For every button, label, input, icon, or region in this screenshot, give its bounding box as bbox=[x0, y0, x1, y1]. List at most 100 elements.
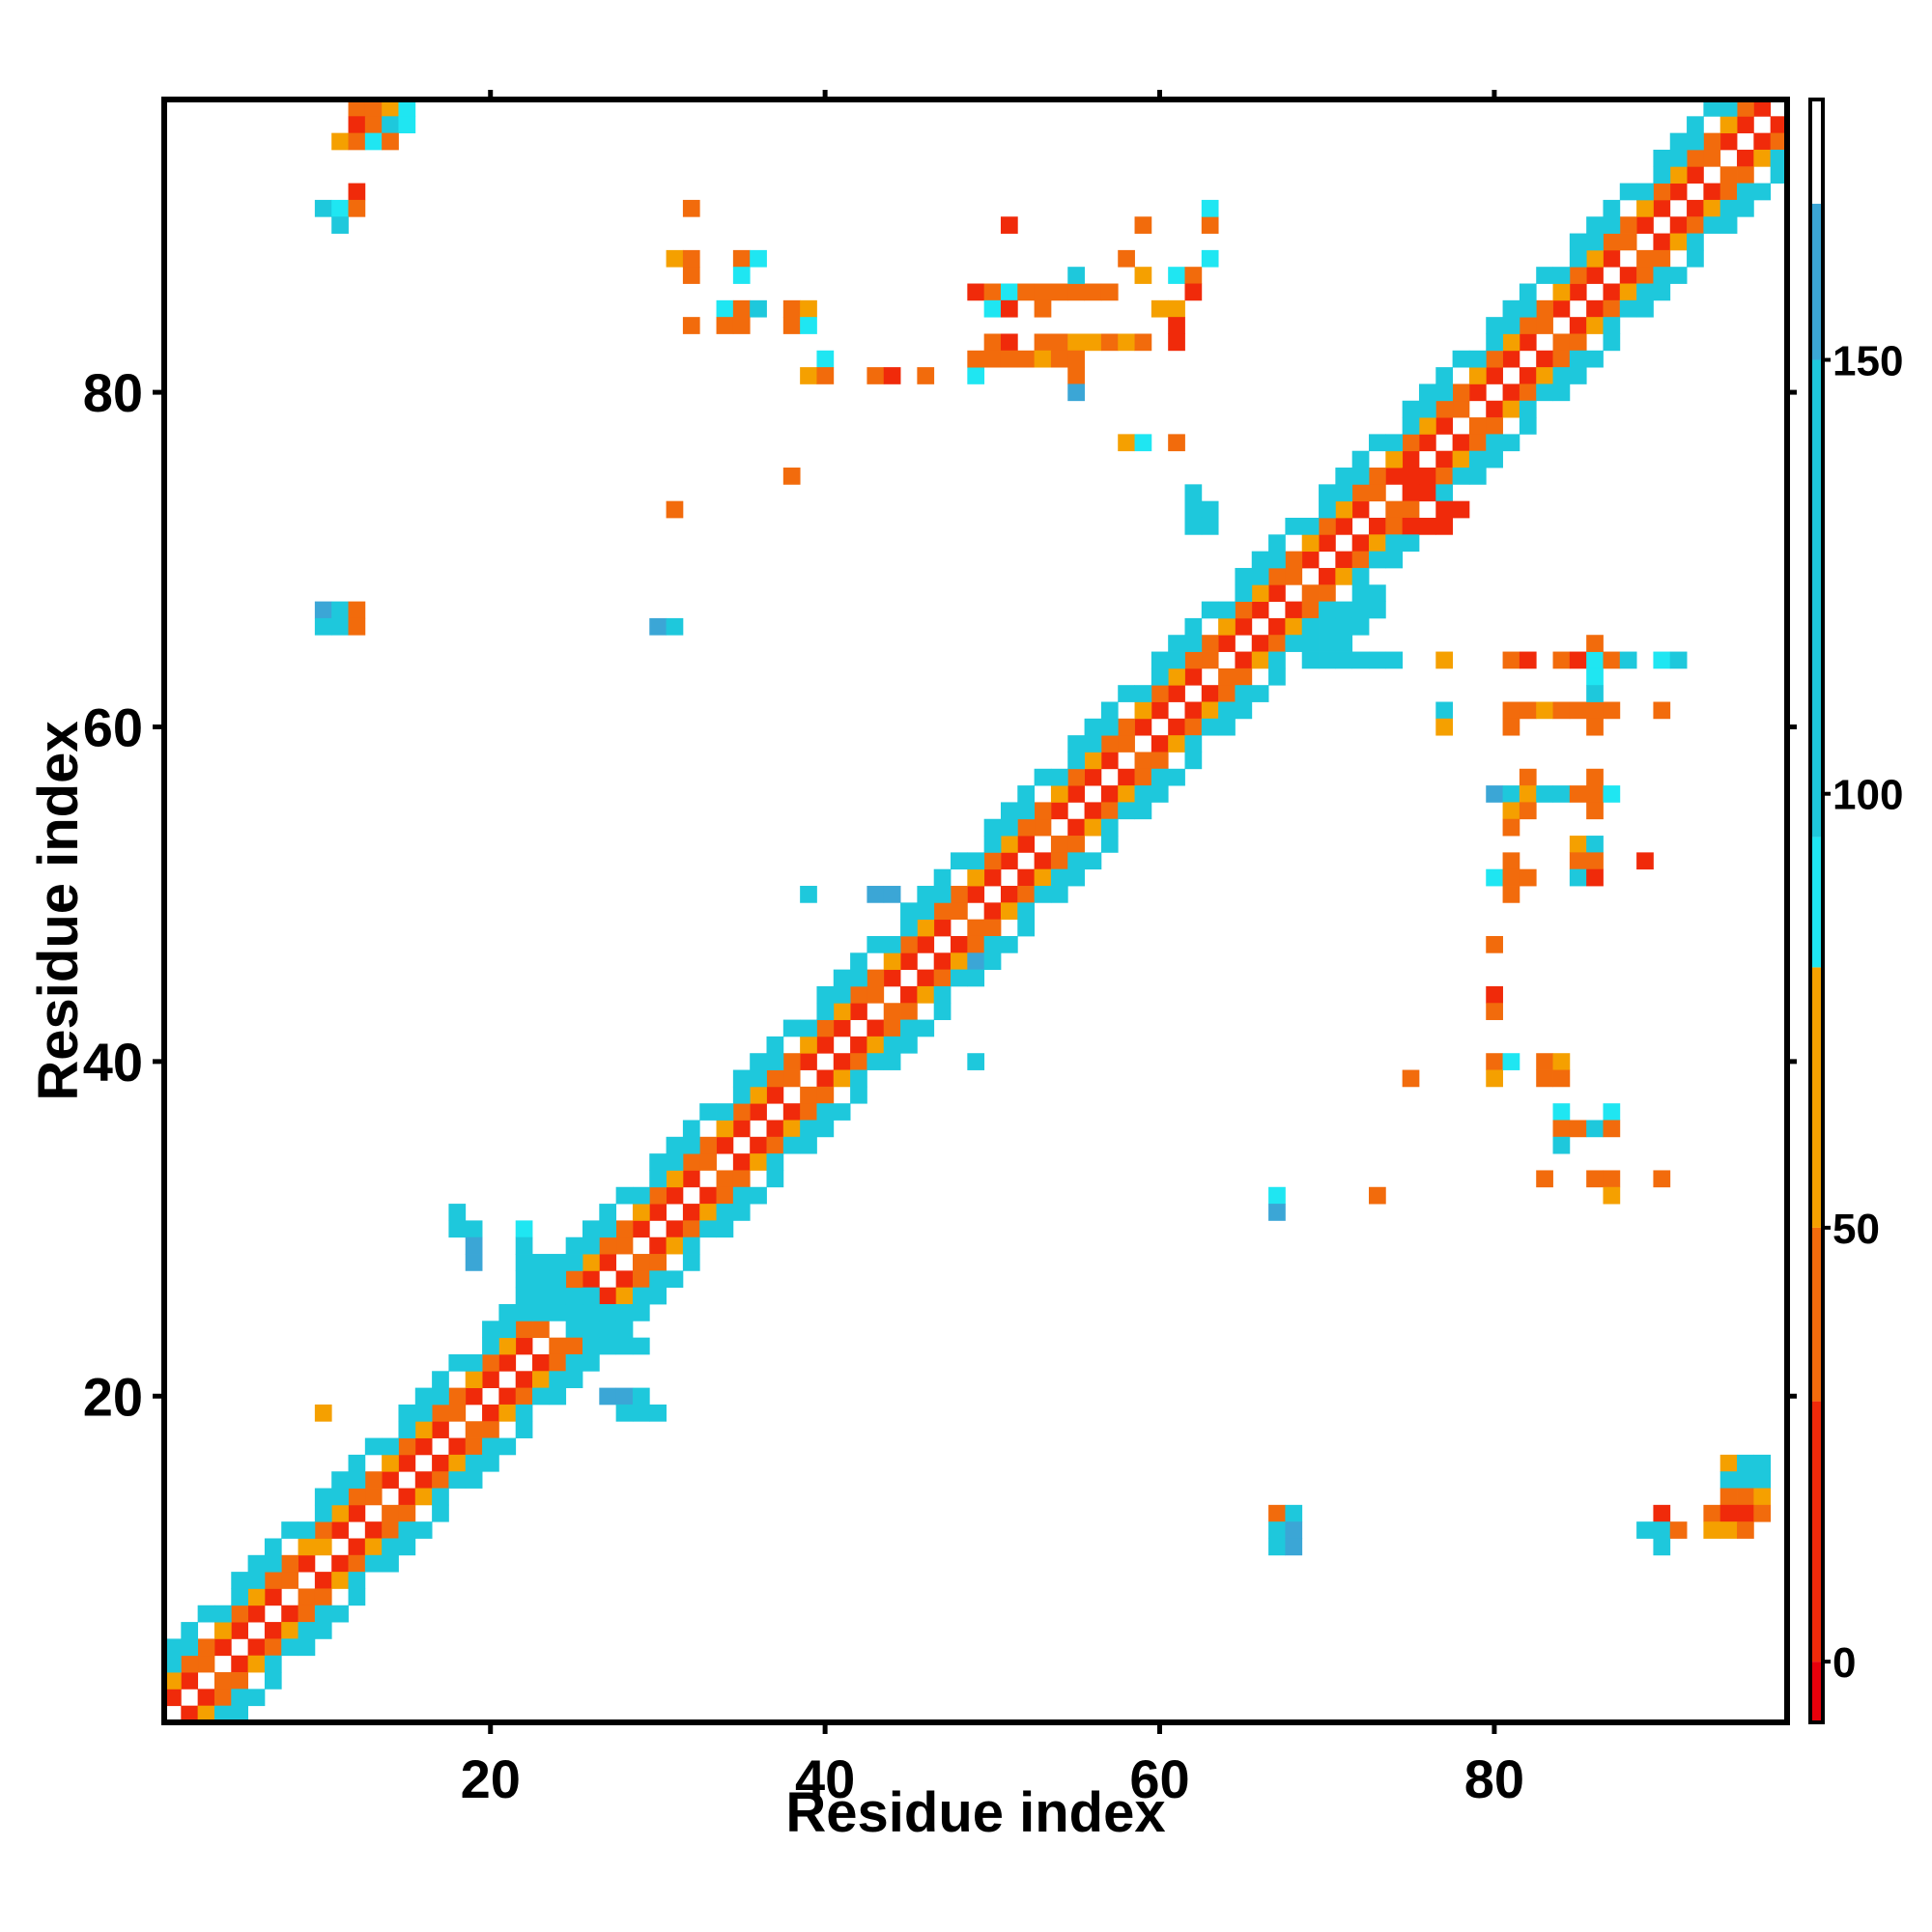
heatmap-cell bbox=[1502, 852, 1520, 870]
heatmap-cell bbox=[1552, 367, 1571, 384]
heatmap-cell bbox=[983, 283, 1002, 301]
heatmap-cell bbox=[498, 1304, 517, 1321]
heatmap-cell bbox=[331, 1488, 349, 1506]
heatmap-cell bbox=[1552, 1053, 1571, 1070]
heatmap-cell bbox=[1067, 350, 1085, 368]
heatmap-cell bbox=[1435, 484, 1454, 502]
heatmap-cell bbox=[164, 1672, 182, 1690]
heatmap-cell bbox=[1603, 1170, 1621, 1188]
heatmap-cell bbox=[933, 1003, 952, 1020]
heatmap-cell bbox=[181, 1705, 199, 1723]
heatmap-cell bbox=[967, 886, 985, 903]
heatmap-cell bbox=[1034, 868, 1052, 887]
heatmap-cell bbox=[1719, 1471, 1738, 1489]
heatmap-cell bbox=[231, 1605, 248, 1623]
heatmap-cell bbox=[1184, 283, 1203, 301]
heatmap-cell bbox=[1669, 267, 1688, 284]
heatmap-cell bbox=[833, 969, 851, 987]
heatmap-cell bbox=[348, 1504, 366, 1522]
heatmap-cell bbox=[281, 1554, 298, 1573]
heatmap-cell bbox=[967, 350, 985, 368]
colorbar-band bbox=[1810, 203, 1823, 360]
heatmap-cell bbox=[1402, 434, 1420, 452]
heatmap-cell bbox=[951, 902, 968, 921]
heatmap-cell bbox=[1603, 651, 1621, 669]
heatmap-cell bbox=[1569, 350, 1587, 368]
heatmap-cell bbox=[1452, 500, 1470, 519]
heatmap-cell bbox=[515, 1371, 533, 1389]
heatmap-cell bbox=[1118, 785, 1135, 803]
heatmap-cell bbox=[900, 919, 918, 937]
heatmap-cell bbox=[1586, 785, 1604, 803]
heatmap-cell bbox=[465, 1437, 483, 1456]
heatmap-cell bbox=[298, 1554, 316, 1573]
heatmap-cell bbox=[933, 985, 952, 1004]
heatmap-cell bbox=[298, 1538, 316, 1556]
heatmap-cell bbox=[732, 1086, 751, 1104]
heatmap-cell bbox=[1737, 1488, 1754, 1506]
heatmap-cell bbox=[1502, 1053, 1520, 1070]
heatmap-cell bbox=[1536, 317, 1553, 334]
heatmap-cell bbox=[482, 1353, 499, 1372]
heatmap-cell bbox=[1084, 718, 1102, 736]
heatmap-cell bbox=[231, 1588, 248, 1606]
axis-ticks: 20 40 60 80 20 40 60 80 bbox=[83, 90, 1797, 1809]
heatmap-cell bbox=[1319, 601, 1336, 619]
heatmap-cell bbox=[1017, 818, 1036, 837]
heatmap-cell bbox=[582, 1304, 600, 1321]
heatmap-cell bbox=[314, 1572, 332, 1589]
heatmap-cell bbox=[197, 1655, 215, 1673]
heatmap-cell bbox=[364, 116, 383, 134]
heatmap-cell bbox=[1737, 116, 1754, 134]
heatmap-cell bbox=[682, 249, 700, 268]
heatmap-cell bbox=[1268, 551, 1286, 569]
heatmap-cell bbox=[1184, 500, 1203, 519]
heatmap-cell bbox=[1017, 350, 1036, 368]
heatmap-cell bbox=[649, 1287, 667, 1305]
heatmap-cell bbox=[1452, 468, 1470, 485]
heatmap-cell bbox=[398, 1488, 416, 1506]
heatmap-cell bbox=[1486, 333, 1503, 352]
heatmap-cell bbox=[1435, 468, 1454, 485]
heatmap-cell bbox=[1050, 852, 1068, 870]
heatmap-cell bbox=[1687, 149, 1704, 167]
heatmap-cell bbox=[465, 1254, 483, 1271]
heatmap-cell bbox=[1519, 384, 1537, 402]
heatmap-cell bbox=[900, 902, 918, 921]
heatmap-cell bbox=[414, 1421, 433, 1438]
heatmap-cell bbox=[1586, 701, 1604, 720]
heatmap-cell bbox=[582, 1337, 600, 1355]
heatmap-cell bbox=[1268, 567, 1286, 585]
heatmap-cell bbox=[800, 1053, 817, 1070]
heatmap-cell bbox=[1268, 1204, 1286, 1221]
heatmap-cell bbox=[1486, 400, 1503, 418]
heatmap-cell bbox=[816, 1120, 835, 1138]
heatmap-cell bbox=[565, 1337, 583, 1355]
heatmap-cells bbox=[164, 99, 1788, 1723]
heatmap-cell bbox=[1118, 718, 1135, 736]
heatmap-cell bbox=[716, 1220, 734, 1238]
heatmap-cell bbox=[666, 1186, 684, 1205]
heatmap-cell bbox=[298, 1605, 316, 1623]
heatmap-cell bbox=[682, 1204, 700, 1221]
heatmap-cell bbox=[967, 952, 985, 971]
heatmap-cell bbox=[1468, 468, 1487, 485]
heatmap-cell bbox=[917, 1019, 935, 1037]
heatmap-cell bbox=[1653, 199, 1671, 217]
heatmap-cell bbox=[314, 199, 332, 217]
heatmap-cell bbox=[1268, 1521, 1286, 1539]
heatmap-cell bbox=[1201, 500, 1219, 519]
heatmap-cell bbox=[816, 1003, 835, 1020]
heatmap-cell bbox=[348, 116, 366, 134]
heatmap-cell bbox=[1753, 1488, 1772, 1506]
heatmap-cell bbox=[1687, 199, 1704, 217]
heatmap-cell bbox=[1319, 484, 1336, 502]
heatmap-cell bbox=[348, 99, 366, 117]
heatmap-cell bbox=[1017, 886, 1036, 903]
heatmap-cell bbox=[414, 1437, 433, 1456]
heatmap-cell bbox=[750, 249, 767, 268]
heatmap-cell bbox=[1000, 333, 1018, 352]
heatmap-cell bbox=[1251, 551, 1269, 569]
heatmap-cell bbox=[1335, 500, 1353, 519]
